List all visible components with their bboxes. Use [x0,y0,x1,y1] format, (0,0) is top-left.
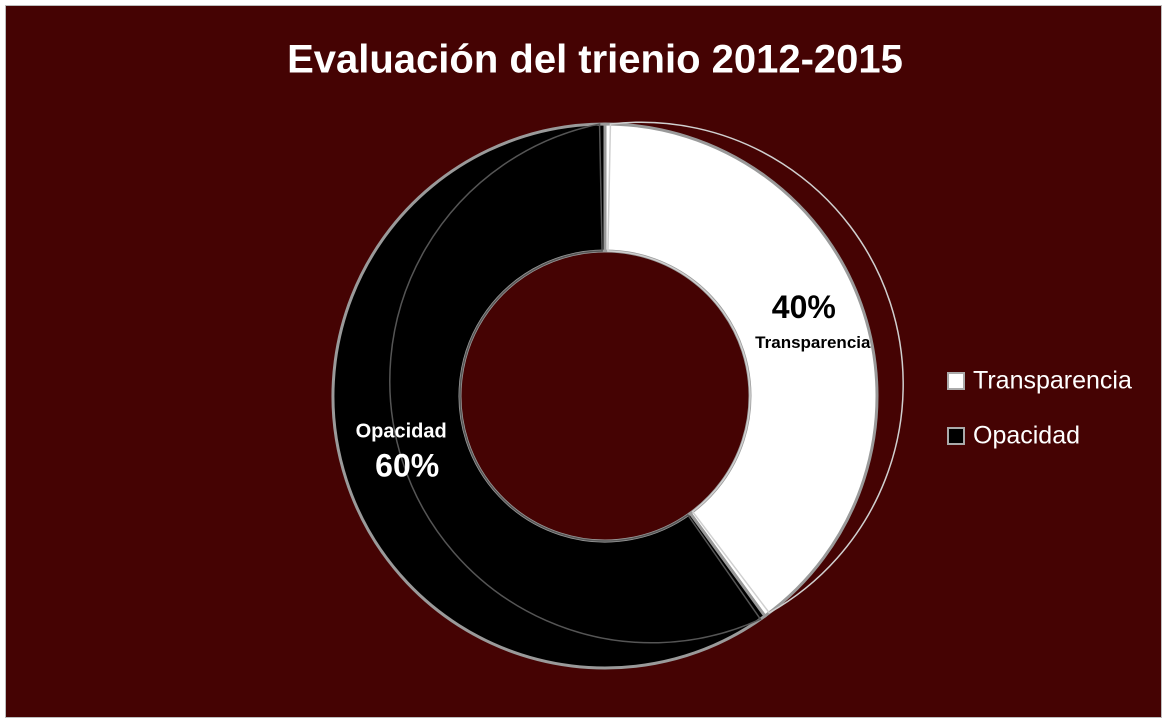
slice-bevel [389,123,762,644]
data-label-name: Transparencia [755,333,871,352]
legend-label: Opacidad [973,422,1080,450]
slice-bevel [607,121,904,614]
legend-swatch [947,372,965,390]
legend-label: Transparencia [973,367,1132,395]
data-label-box [762,283,845,336]
chart-title: Evaluación del trienio 2012-2015 [287,38,903,82]
data-label-value: 60% [375,448,439,484]
legend-swatch [947,427,965,445]
data-label-name: Opacidad [356,421,447,443]
data-label-value: 40% [772,289,836,325]
